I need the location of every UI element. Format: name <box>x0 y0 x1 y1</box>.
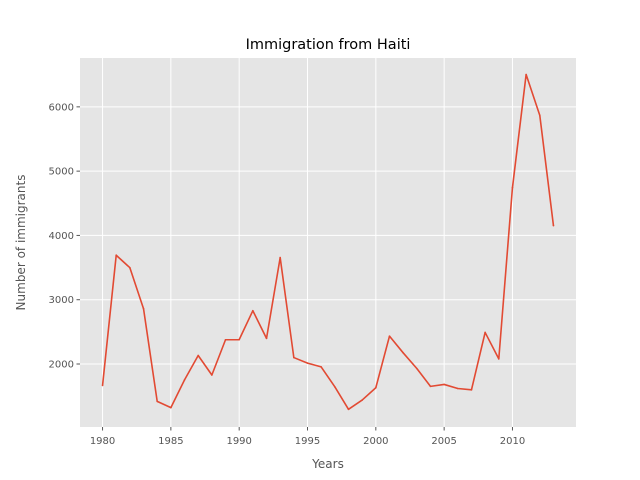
data-point <box>361 399 363 401</box>
y-tick-label: 6000 <box>49 102 74 113</box>
data-point <box>211 374 213 376</box>
data-point <box>525 73 527 76</box>
data-point <box>429 385 432 388</box>
data-point <box>388 335 391 337</box>
x-axis-label: Years <box>311 457 344 471</box>
data-point <box>115 254 118 257</box>
x-tick-label: 2010 <box>500 436 525 447</box>
y-tick-label: 3000 <box>49 295 74 306</box>
x-tick-label: 1995 <box>295 436 320 447</box>
y-tick-label: 4000 <box>49 231 74 242</box>
data-point <box>484 331 486 334</box>
data-point <box>334 386 336 388</box>
data-point <box>170 406 172 409</box>
data-point <box>183 379 186 381</box>
data-point <box>142 307 145 310</box>
data-point <box>252 309 254 312</box>
x-tick-label: 1990 <box>226 436 251 447</box>
x-tick-label: 2005 <box>431 436 456 447</box>
data-point <box>443 383 445 386</box>
data-point <box>552 224 555 227</box>
data-point <box>101 384 104 387</box>
data-point <box>402 352 404 354</box>
data-point <box>375 386 377 389</box>
x-axis: 1980 1985 1990 1995 2000 2005 2010 <box>90 427 525 447</box>
y-axis-label: Number of immigrants <box>14 175 28 311</box>
x-tick-label: 2000 <box>363 436 388 447</box>
data-point <box>197 354 199 357</box>
data-point <box>129 266 131 269</box>
chart-title: Immigration from Haiti <box>246 37 411 53</box>
data-point <box>306 362 309 364</box>
y-tick-label: 5000 <box>49 167 74 178</box>
y-tick-label: 2000 <box>49 360 74 371</box>
data-point <box>293 356 295 359</box>
series-line-haiti <box>101 73 555 411</box>
x-tick-label: 1980 <box>90 436 115 447</box>
series-layer <box>101 73 555 411</box>
data-point <box>347 408 350 411</box>
data-point <box>279 256 281 259</box>
data-point <box>156 400 159 403</box>
data-point <box>416 367 418 370</box>
y-axis: 2000 3000 4000 5000 6000 <box>49 102 80 371</box>
x-tick-label: 1985 <box>158 436 183 447</box>
data-point <box>470 389 473 391</box>
data-point <box>457 387 459 390</box>
data-point <box>538 114 541 117</box>
data-point <box>224 338 227 341</box>
data-point <box>511 186 514 189</box>
plot-background <box>80 58 576 427</box>
data-point <box>238 338 240 341</box>
grid <box>80 58 576 427</box>
data-point <box>497 358 500 360</box>
data-point <box>320 366 322 368</box>
data-point <box>265 337 268 340</box>
